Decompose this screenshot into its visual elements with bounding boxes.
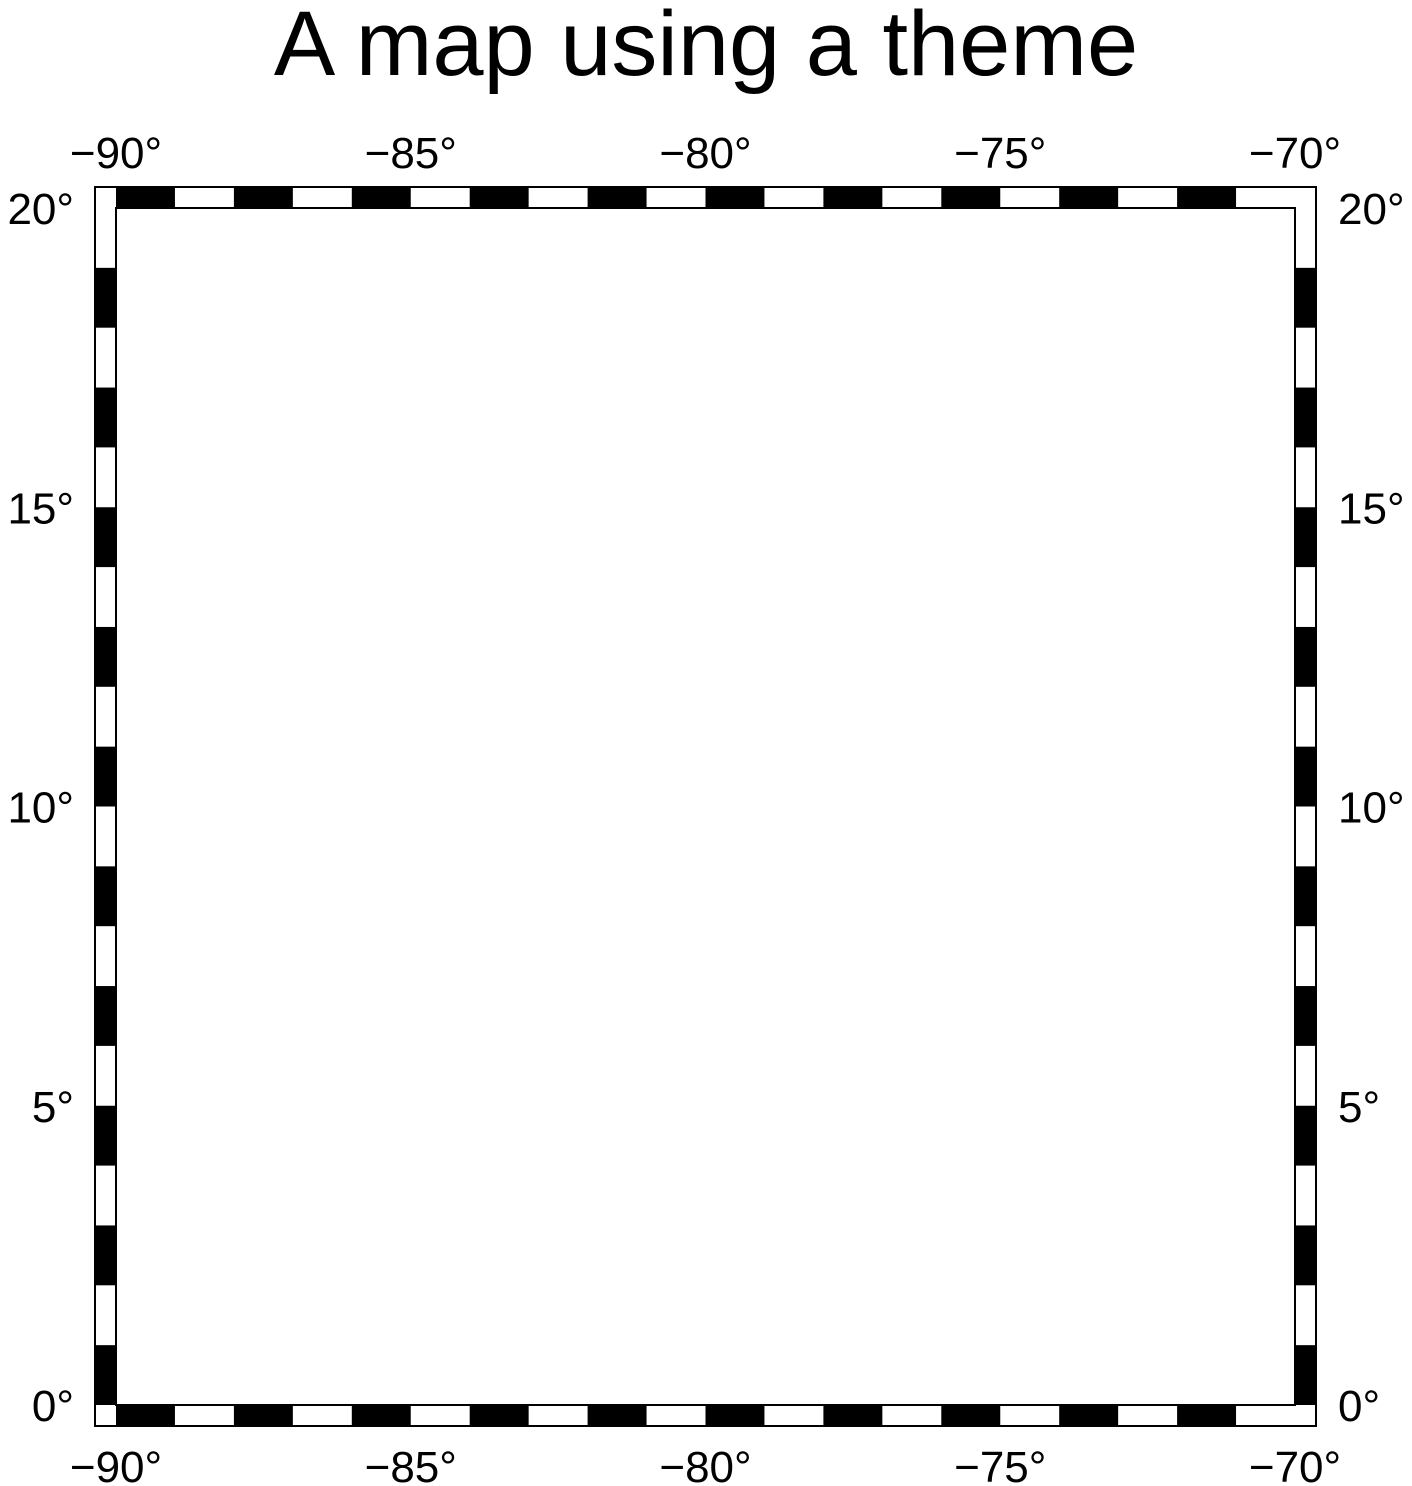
map-title: A map using a theme bbox=[274, 0, 1138, 95]
lon-label-bottom: −80° bbox=[659, 1443, 751, 1486]
frame-segment-left bbox=[95, 1105, 116, 1166]
frame-segment-right bbox=[1295, 866, 1316, 927]
frame-segment-bottom bbox=[351, 1405, 411, 1426]
frame-segment-right bbox=[1295, 267, 1316, 328]
frame-segment-bottom bbox=[469, 1405, 529, 1426]
lon-label-bottom: −75° bbox=[954, 1443, 1046, 1486]
frame-segment-bottom bbox=[1177, 1405, 1237, 1426]
frame-segment-bottom bbox=[116, 1405, 175, 1426]
frame-segment-bottom bbox=[587, 1405, 647, 1426]
lat-label-left: 0° bbox=[32, 1382, 74, 1431]
lat-label-left: 10° bbox=[7, 784, 74, 833]
frame-segment-right bbox=[1295, 1345, 1316, 1405]
frame-segment-right bbox=[1295, 986, 1316, 1046]
frame-segment-top bbox=[823, 187, 883, 208]
map-frame bbox=[94, 186, 1317, 1427]
frame-segment-left bbox=[95, 626, 116, 687]
frame-segment-left bbox=[95, 387, 116, 448]
frame-segment-left bbox=[95, 267, 116, 328]
lon-label-top: −90° bbox=[70, 129, 162, 178]
frame-segment-top bbox=[705, 187, 765, 208]
lat-label-right: 5° bbox=[1338, 1083, 1380, 1132]
frame-segment-top bbox=[941, 187, 1001, 208]
lon-label-bottom: −70° bbox=[1249, 1443, 1341, 1486]
lon-label-bottom: −90° bbox=[70, 1443, 162, 1486]
lon-label-bottom: −85° bbox=[365, 1443, 457, 1486]
frame-segment-top bbox=[469, 187, 529, 208]
frame-segment-left bbox=[95, 1225, 116, 1286]
frame-segment-top bbox=[587, 187, 647, 208]
map-tick-labels: −90° −90° −85° −85° −80° −80° −75° −75° −70° −70°… bbox=[7, 129, 1404, 1486]
lat-label-left: 20° bbox=[7, 185, 74, 234]
frame-segment-right bbox=[1295, 507, 1316, 568]
frame-segment-left bbox=[95, 866, 116, 927]
frame-background bbox=[95, 187, 1316, 1426]
lon-label-top: −85° bbox=[365, 129, 457, 178]
frame-segment-right bbox=[1295, 1225, 1316, 1286]
lat-label-left: 15° bbox=[7, 484, 74, 533]
frame-segment-left bbox=[95, 1345, 116, 1405]
frame-segment-bottom bbox=[823, 1405, 883, 1426]
frame-segment-right bbox=[1295, 387, 1316, 448]
lat-label-right: 15° bbox=[1338, 484, 1405, 533]
frame-segment-left bbox=[95, 507, 116, 568]
lon-label-top: −75° bbox=[954, 129, 1046, 178]
lat-label-left: 5° bbox=[32, 1083, 74, 1132]
lon-label-top: −80° bbox=[659, 129, 751, 178]
frame-outer-border bbox=[94, 186, 1317, 1427]
frame-segment-bottom bbox=[1059, 1405, 1119, 1426]
frame-segment-right bbox=[1295, 626, 1316, 687]
frame-segment-top bbox=[233, 187, 293, 208]
frame-segment-bottom bbox=[705, 1405, 765, 1426]
frame-segment-top bbox=[1059, 187, 1119, 208]
frame-segment-top bbox=[1177, 187, 1237, 208]
frame-inner-border bbox=[115, 207, 1296, 1406]
lat-label-right: 0° bbox=[1338, 1382, 1380, 1431]
frame-segment-right bbox=[1295, 746, 1316, 807]
frame-segment-left bbox=[95, 986, 116, 1046]
lat-label-right: 10° bbox=[1338, 784, 1405, 833]
frame-segment-bottom bbox=[941, 1405, 1001, 1426]
frame-segment-top bbox=[351, 187, 411, 208]
frame-segment-left bbox=[95, 746, 116, 807]
lon-label-top: −70° bbox=[1249, 129, 1341, 178]
frame-segment-top bbox=[116, 187, 175, 208]
frame-segment-right bbox=[1295, 1105, 1316, 1166]
lat-label-right: 20° bbox=[1338, 185, 1405, 234]
frame-segment-bottom bbox=[233, 1405, 293, 1426]
